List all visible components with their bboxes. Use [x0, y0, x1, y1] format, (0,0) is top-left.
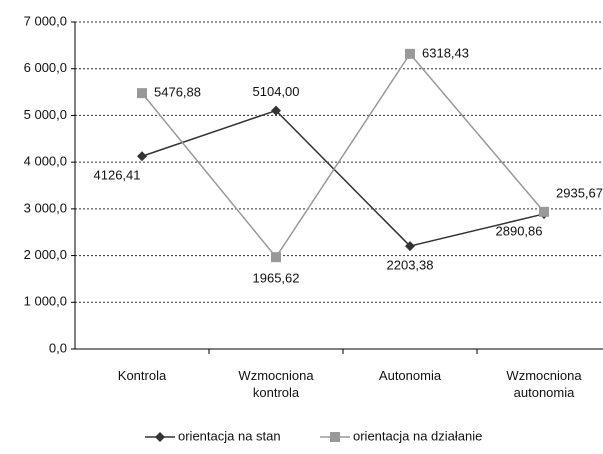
data-label: 2890,86: [496, 223, 543, 238]
y-tick-label: 3 000,0: [24, 200, 67, 215]
data-label: 4126,41: [94, 168, 141, 183]
y-tick-label: 6 000,0: [24, 60, 67, 75]
data-label: 6318,43: [422, 45, 469, 60]
x-tick-label: Kontrola: [117, 368, 167, 383]
x-tick-label: Wzmocniona autonomia: [506, 368, 582, 400]
marker: [137, 88, 147, 99]
marker: [405, 48, 415, 59]
marker: [539, 206, 549, 217]
marker: [137, 151, 147, 162]
data-label: 1965,62: [253, 271, 300, 286]
data-label: 2203,38: [387, 258, 434, 273]
x-tick-label: Wzmocniona kontrola: [238, 368, 314, 400]
legend-marker: [155, 432, 165, 442]
y-tick-label: 2 000,0: [24, 247, 67, 262]
line: [141, 109, 545, 247]
line: [141, 52, 545, 259]
y-tick-label: 1 000,0: [24, 294, 67, 309]
legend-label: orientacja na działanie: [353, 428, 482, 443]
marker: [271, 252, 281, 263]
y-tick-label: 7 000,0: [24, 13, 67, 28]
x-tick-label: Autonomia: [378, 368, 442, 383]
y-tick-label: 0,0: [49, 340, 67, 355]
data-label: 5104,00: [253, 84, 300, 99]
marker: [271, 105, 281, 116]
legend-marker: [330, 432, 340, 442]
marker: [405, 241, 415, 252]
y-tick-label: 5 000,0: [24, 107, 67, 122]
data-label: 5476,88: [154, 85, 201, 100]
y-tick-label: 4 000,0: [24, 154, 67, 169]
legend-label: orientacja na stan: [178, 428, 281, 443]
data-label: 2935,67: [556, 185, 603, 200]
